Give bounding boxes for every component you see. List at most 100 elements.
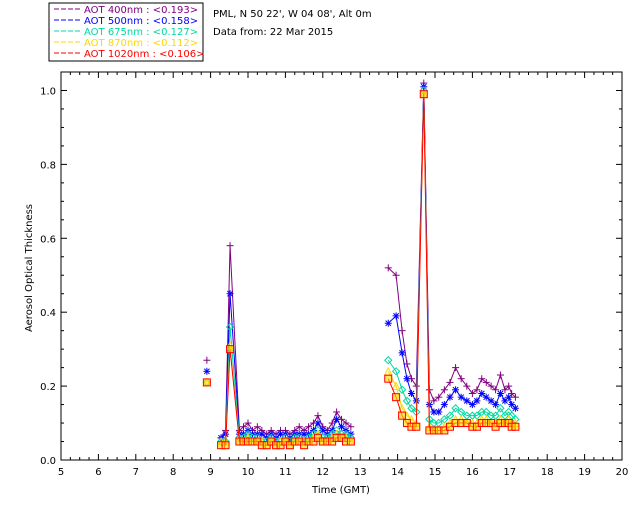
square-marker — [202, 378, 211, 387]
x-tick-label: 18 — [541, 467, 554, 478]
star-marker — [392, 312, 400, 320]
square-marker — [384, 374, 393, 383]
legend-entry: AOT 675nm : <0.127> — [84, 27, 198, 38]
star-marker — [511, 404, 519, 412]
location-text: PML, N 50 22', W 04 08', Alt 0m — [213, 9, 372, 20]
x-tick-label: 17 — [503, 467, 516, 478]
x-tick-label: 15 — [429, 467, 442, 478]
x-axis-label: Time (GMT) — [311, 485, 370, 496]
square-marker — [419, 90, 428, 99]
plus-marker — [457, 375, 465, 383]
star-marker — [496, 389, 504, 397]
x-tick-label: 16 — [466, 467, 479, 478]
y-axis-label: Aerosol Optical Thickness — [24, 204, 35, 332]
star-marker — [403, 375, 411, 383]
star-marker — [487, 397, 495, 405]
star-marker — [440, 401, 448, 409]
x-tick-label: 19 — [578, 467, 591, 478]
x-tick-label: 6 — [95, 467, 101, 478]
star-marker — [319, 426, 327, 434]
square-marker — [412, 422, 421, 431]
x-tick-label: 13 — [354, 467, 367, 478]
star-marker — [492, 401, 500, 409]
x-tick-label: 5 — [58, 467, 64, 478]
star-marker — [226, 290, 234, 298]
plus-marker — [478, 375, 486, 383]
plus-marker — [440, 386, 448, 394]
star-marker — [338, 423, 345, 431]
square-marker — [346, 437, 355, 446]
square-marker — [398, 411, 407, 420]
plus-marker — [446, 378, 454, 386]
plus-marker — [328, 419, 336, 427]
diamond-marker — [384, 356, 393, 365]
plus-marker — [435, 393, 443, 401]
star-marker — [258, 430, 266, 438]
x-tick-label: 11 — [279, 467, 292, 478]
plus-marker — [501, 386, 509, 394]
star-marker — [505, 393, 513, 401]
plus-marker — [505, 382, 513, 390]
star-marker — [452, 386, 460, 394]
legend-box — [48, 2, 204, 62]
plus-marker — [347, 423, 355, 431]
plus-marker — [384, 264, 392, 272]
diamond-marker — [391, 367, 401, 376]
plus-marker — [392, 271, 400, 279]
star-marker — [457, 393, 465, 401]
plus-marker — [203, 356, 211, 364]
plus-marker — [244, 419, 252, 427]
star-marker — [384, 319, 392, 327]
series-line — [387, 90, 516, 424]
x-tick-label: 10 — [242, 467, 255, 478]
y-tick-label: 0.4 — [40, 308, 56, 319]
series-line — [387, 83, 516, 402]
plus-marker — [508, 389, 516, 397]
plus-marker — [473, 386, 481, 394]
square-marker — [226, 345, 235, 354]
star-marker — [407, 389, 415, 397]
legend-entry: AOT 870nm : <0.112> — [84, 38, 198, 49]
legend: AOT 400nm : <0.193>AOT 500nm : <0.158>AO… — [48, 2, 204, 62]
y-tick-label: 0.6 — [40, 234, 56, 245]
legend-entry: AOT 1020nm : <0.106> — [84, 49, 204, 60]
plus-marker — [430, 397, 438, 405]
star-marker — [333, 415, 341, 423]
star-marker — [463, 397, 471, 405]
diamond-marker — [225, 322, 235, 332]
plus-marker — [305, 423, 313, 431]
y-tick-label: 0.0 — [40, 456, 56, 467]
plus-marker — [253, 423, 261, 431]
date-text: Data from: 22 Mar 2015 — [213, 27, 333, 38]
plus-marker — [487, 382, 495, 390]
star-marker — [435, 408, 443, 416]
x-tick-label: 9 — [207, 467, 213, 478]
square-marker — [392, 393, 401, 402]
plus-marker — [240, 423, 248, 431]
star-marker — [446, 393, 454, 401]
y-tick-label: 1.0 — [40, 86, 56, 97]
diamond-marker — [451, 404, 460, 413]
diamond-marker — [496, 404, 505, 413]
plus-marker — [226, 242, 234, 250]
x-tick-label: 20 — [616, 467, 629, 478]
plus-marker — [295, 423, 303, 431]
star-marker — [468, 401, 476, 409]
series-aot-1020nm — [202, 90, 520, 450]
x-tick-label: 12 — [316, 467, 329, 478]
star-marker — [314, 419, 322, 427]
diamond-marker — [397, 385, 407, 394]
plus-marker — [492, 386, 500, 394]
plus-marker — [468, 389, 476, 397]
y-tick-label: 0.8 — [40, 160, 56, 171]
plus-marker — [398, 327, 406, 335]
plus-marker — [511, 393, 519, 401]
plus-marker — [333, 408, 341, 416]
plus-marker — [496, 371, 504, 379]
plus-marker — [342, 419, 350, 427]
star-marker — [478, 389, 486, 397]
x-tick-label: 14 — [391, 467, 404, 478]
star-marker — [203, 367, 211, 375]
plus-marker — [482, 378, 490, 386]
